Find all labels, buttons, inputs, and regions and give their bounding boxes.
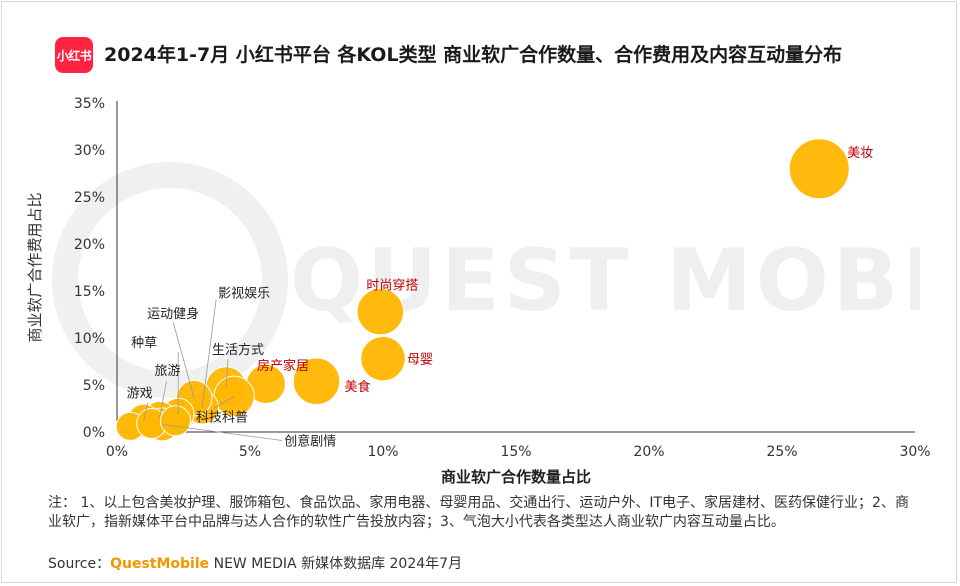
bubble-label-运动健身: 运动健身 [147, 306, 199, 322]
bubble-label-生活方式: 生活方式 [212, 342, 264, 358]
bubble-美妆 [788, 138, 850, 200]
bubble-label-影视娱乐: 影视娱乐 [218, 287, 270, 302]
bubble-时尚穿搭 [356, 287, 405, 336]
source-brand: QuestMobile [110, 556, 210, 572]
leader-line-旅游 [159, 380, 167, 418]
footnote: 注： 1、以上包含美妆护理、服饰箱包、食品饮品、家用电器、母婴用品、交通出行、运… [48, 495, 909, 530]
bubble-label-旅游: 旅游 [155, 364, 181, 379]
bubble-label-游戏: 游戏 [127, 387, 153, 402]
bubble-美食 [292, 357, 341, 405]
bubble-point-15 [160, 405, 192, 437]
logo-text: 小红书 [56, 48, 92, 63]
x-tick-label: 25% [766, 444, 797, 460]
x-tick-label: 5% [239, 444, 261, 460]
leader-line-科技科普 [213, 395, 235, 409]
x-tick-label: 10% [367, 444, 398, 460]
y-tick-label: 30% [74, 143, 105, 159]
y-tick-label: 5% [83, 378, 105, 394]
bubble-label-创意剧情: 创意剧情 [284, 433, 336, 449]
leader-line-创意剧情 [162, 424, 283, 441]
y-tick-label: 20% [74, 237, 105, 253]
bubble-label-美食: 美食 [345, 379, 371, 395]
y-tick-label: 0% [83, 425, 105, 441]
leader-line-影视娱乐 [201, 299, 217, 408]
x-axis-title: 商业软广合作数量占比 [441, 468, 591, 486]
source-line: Source：QuestMobile NEW MEDIA 新媒体数据库 2024… [48, 553, 462, 573]
xiaohongshu-logo: 小红书 [55, 37, 93, 73]
source-prefix: Source： [48, 556, 111, 572]
x-tick-label: 15% [500, 444, 531, 460]
y-tick-label: 10% [74, 331, 105, 347]
bubble-label-房产家居: 房产家居 [257, 358, 309, 374]
bubble-label-时尚穿搭: 时尚穿搭 [366, 278, 418, 294]
bubble-label-母婴: 母婴 [407, 353, 433, 368]
chart-axes: 0% 5% 10% 15% 20% 25% 30% 0% 5% 10% 15% 20% 25% 30% 35… [26, 96, 931, 486]
x-tick-label: 30% [899, 444, 930, 460]
x-tick-label: 0% [106, 444, 128, 460]
chart-title: 2024年1-7月 小红书平台 各KOL类型 商业软广合作数量、合作费用及内容互… [104, 44, 843, 66]
x-tick-label: 20% [633, 444, 664, 460]
y-axis-title: 商业软广合作费用占比 [26, 192, 44, 342]
leader-line-生活方式 [225, 358, 229, 387]
y-tick-label: 25% [74, 190, 105, 206]
y-tick-label: 35% [74, 96, 105, 112]
leader-line-运动健身 [172, 322, 195, 399]
bubble-label-科技科普: 科技科普 [196, 410, 248, 425]
bubble-母婴 [360, 335, 406, 382]
source-suffix: NEW MEDIA 新媒体数据库 2024年7月 [209, 556, 463, 572]
bubble-label-种草: 种草 [131, 336, 157, 351]
bubble-chart: 0% 5% 10% 15% 20% 25% 30% 0% 5% 10% 15% 20% 25% 30% 35… [26, 96, 931, 486]
leader-line-游戏 [143, 402, 148, 421]
y-tick-label: 15% [74, 284, 105, 300]
bubble-label-美妆: 美妆 [847, 146, 873, 161]
